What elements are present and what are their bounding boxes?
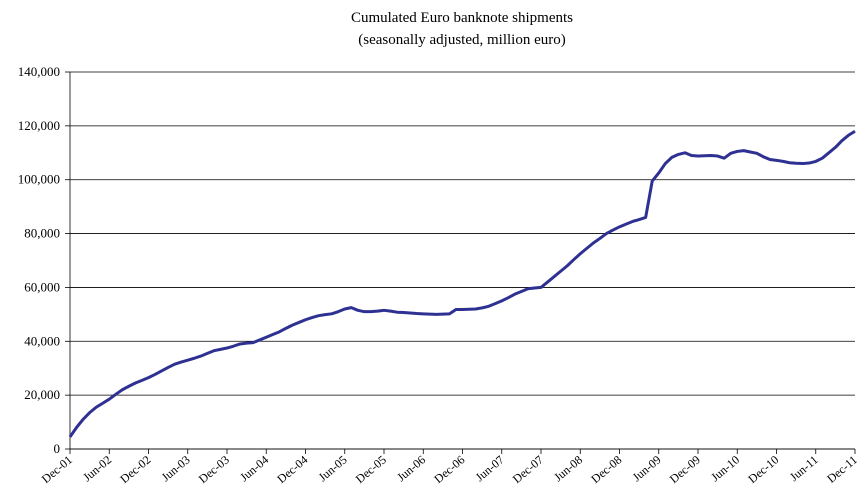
y-tick-label: 140,000 — [18, 64, 60, 79]
x-tick-label: Dec-04 — [274, 453, 310, 486]
x-tick-label: Dec-03 — [196, 453, 232, 486]
y-tick-label: 100,000 — [18, 172, 60, 187]
x-tick-label: Jun-06 — [394, 453, 428, 485]
x-tick-label: Jun-05 — [316, 453, 350, 485]
y-tick-label: 40,000 — [24, 333, 60, 348]
x-tick-label: Jun-02 — [80, 453, 114, 485]
x-tick-label: Jun-04 — [237, 453, 271, 485]
x-tick-label: Dec-06 — [431, 453, 467, 486]
x-tick-label: Dec-07 — [510, 453, 546, 486]
x-tick-label: Jun-03 — [159, 453, 193, 485]
x-tick-label: Dec-05 — [353, 453, 389, 486]
chart-title: Cumulated Euro banknote shipments — [351, 10, 573, 26]
y-tick-label: 120,000 — [18, 118, 60, 133]
y-tick-label: 0 — [54, 441, 61, 456]
x-tick-label: Jun-07 — [473, 453, 507, 485]
x-tick-label: Dec-02 — [117, 453, 153, 486]
x-tick-label: Dec-01 — [39, 453, 75, 486]
x-tick-label: Jun-11 — [787, 453, 821, 484]
chart-subtitle: (seasonally adjusted, million euro) — [358, 32, 565, 48]
x-tick-label: Jun-09 — [630, 453, 664, 485]
y-tick-label: 80,000 — [24, 226, 60, 241]
x-tick-label: Dec-09 — [667, 453, 703, 486]
y-tick-label: 60,000 — [24, 279, 60, 294]
x-tick-label: Jun-10 — [708, 453, 742, 485]
x-tick-label: Dec-08 — [588, 453, 624, 486]
x-tick-label: Dec-11 — [824, 453, 857, 486]
x-tick-label: Jun-08 — [551, 453, 585, 485]
y-tick-label: 20,000 — [24, 387, 60, 402]
x-tick-label: Dec-10 — [745, 453, 781, 486]
data-line — [68, 129, 856, 438]
